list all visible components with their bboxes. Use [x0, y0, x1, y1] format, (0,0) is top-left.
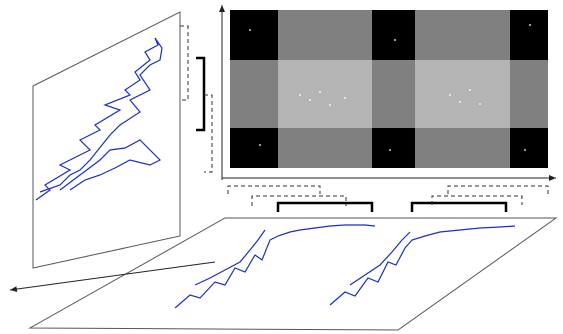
recurrence-matrix [230, 10, 548, 168]
bracket [278, 203, 372, 212]
bracket [228, 186, 320, 194]
bracket [196, 58, 204, 130]
bracket [180, 26, 188, 100]
bracket [412, 203, 506, 212]
figure [0, 0, 563, 334]
bracket [448, 186, 548, 194]
bracket [252, 196, 346, 206]
